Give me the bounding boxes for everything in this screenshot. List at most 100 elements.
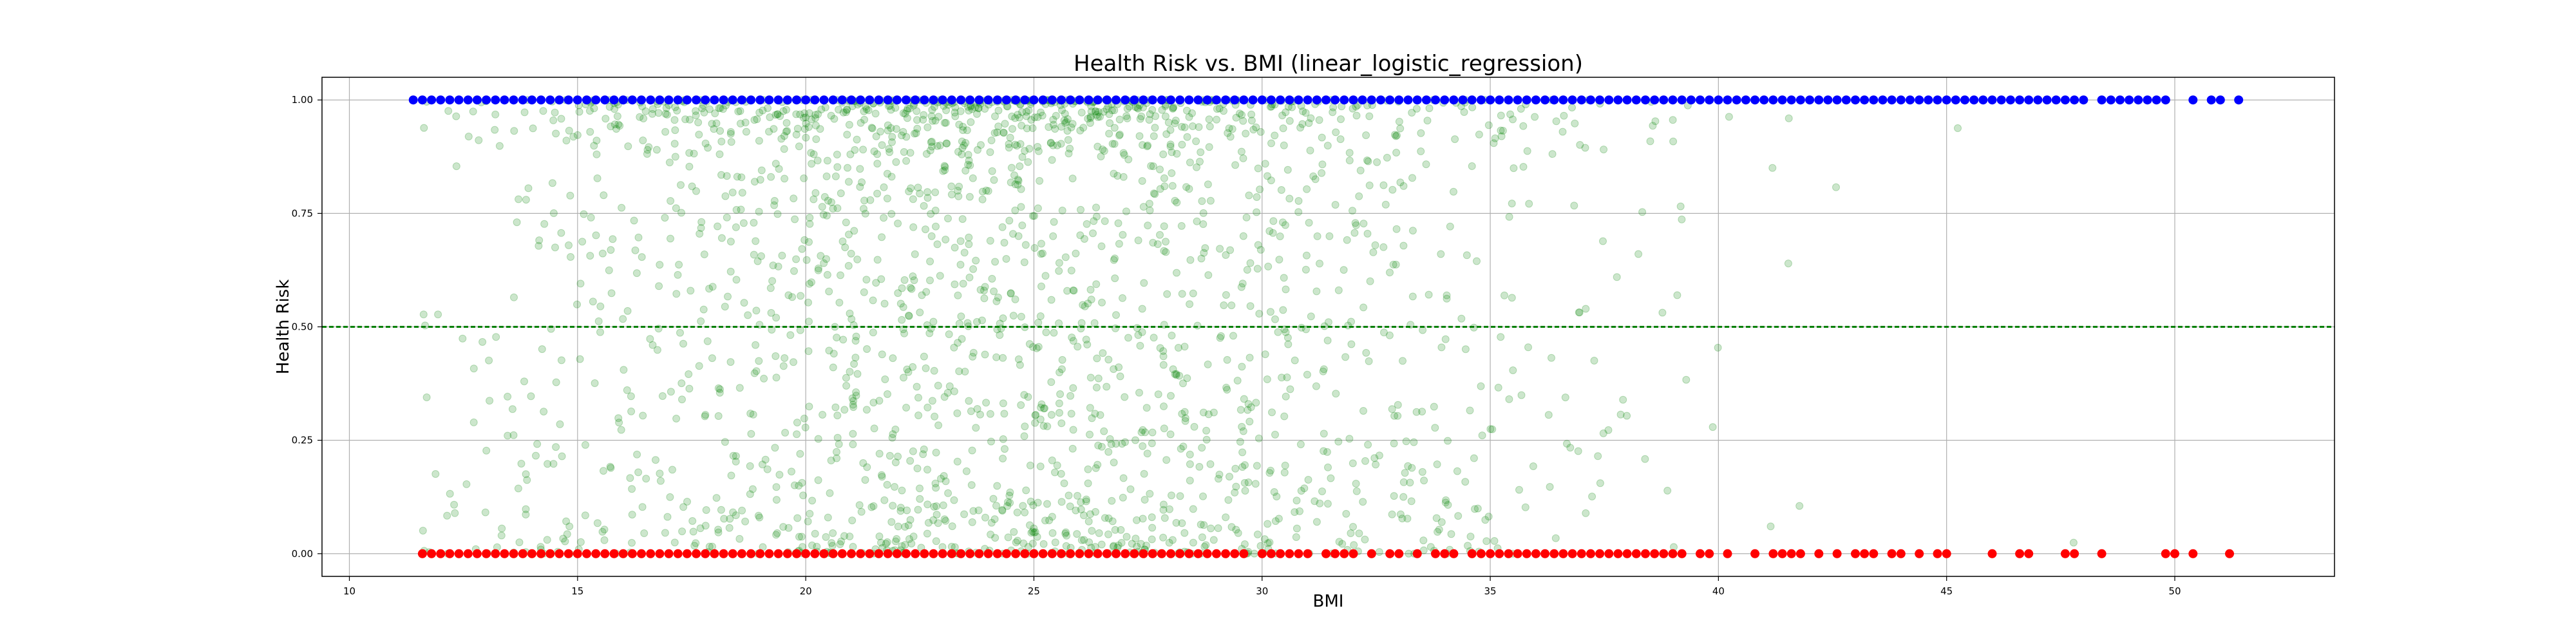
predicted-point xyxy=(1243,266,1251,274)
predicted-point xyxy=(819,411,827,419)
predicted-point xyxy=(778,251,786,260)
predicted-point xyxy=(1324,463,1332,471)
class-zero-point xyxy=(500,549,509,558)
predicted-point xyxy=(1217,332,1225,340)
class-zero-point xyxy=(1604,549,1614,558)
predicted-point xyxy=(974,104,983,112)
predicted-point xyxy=(860,107,868,115)
predicted-point xyxy=(1027,529,1036,537)
class-one-point xyxy=(1677,95,1687,105)
predicted-point xyxy=(1099,146,1107,153)
predicted-point xyxy=(1034,343,1043,351)
predicted-point xyxy=(1017,401,1025,409)
predicted-point xyxy=(1138,305,1146,313)
predicted-point xyxy=(966,161,974,169)
predicted-point xyxy=(1076,231,1084,240)
predicted-point xyxy=(1345,156,1354,165)
predicted-point xyxy=(1331,201,1340,209)
class-zero-point xyxy=(1522,549,1531,558)
predicted-point xyxy=(1160,514,1169,522)
predicted-point xyxy=(976,286,985,294)
predicted-point xyxy=(1051,125,1059,133)
predicted-point xyxy=(1162,456,1171,464)
predicted-point xyxy=(708,354,716,363)
predicted-point xyxy=(513,218,521,227)
predicted-point xyxy=(1079,511,1088,520)
predicted-point xyxy=(1009,312,1018,320)
predicted-point xyxy=(434,310,442,319)
predicted-point xyxy=(1151,124,1159,132)
predicted-point xyxy=(1105,129,1113,138)
predicted-point xyxy=(1063,531,1071,540)
predicted-point xyxy=(1060,117,1068,124)
predicted-point xyxy=(1140,469,1148,478)
predicted-point xyxy=(922,288,931,296)
class-zero-point xyxy=(1239,549,1249,558)
predicted-point xyxy=(1451,135,1459,144)
predicted-point xyxy=(1017,312,1025,321)
class-one-point xyxy=(1001,95,1011,105)
predicted-point xyxy=(1419,536,1428,545)
predicted-point xyxy=(1454,512,1463,520)
predicted-point xyxy=(1263,375,1271,383)
predicted-point xyxy=(931,412,939,421)
predicted-point xyxy=(746,490,754,498)
predicted-point xyxy=(969,265,978,273)
predicted-point xyxy=(779,523,788,531)
predicted-point xyxy=(694,118,703,127)
predicted-point xyxy=(1086,374,1095,382)
class-zero-point xyxy=(1814,549,1824,558)
predicted-point xyxy=(859,459,867,467)
class-zero-point xyxy=(974,549,984,558)
predicted-point xyxy=(839,336,848,344)
predicted-point xyxy=(960,249,969,257)
predicted-point xyxy=(967,407,975,415)
class-one-point xyxy=(792,95,801,105)
predicted-point xyxy=(749,410,757,419)
predicted-point xyxy=(813,542,821,551)
class-one-point xyxy=(1303,95,1312,105)
predicted-point xyxy=(1517,391,1526,399)
predicted-point xyxy=(1084,465,1092,473)
predicted-point xyxy=(1052,111,1060,120)
predicted-point xyxy=(1047,411,1056,419)
class-zero-point xyxy=(609,549,619,558)
predicted-point xyxy=(964,160,972,169)
predicted-point xyxy=(1544,411,1553,419)
predicted-point xyxy=(923,123,932,131)
predicted-point xyxy=(937,475,945,483)
predicted-point xyxy=(1490,139,1498,147)
predicted-point xyxy=(968,518,976,526)
predicted-point xyxy=(958,144,967,152)
predicted-point xyxy=(933,142,942,150)
predicted-point xyxy=(974,146,981,154)
predicted-point xyxy=(1017,203,1025,211)
x-axis-ticks: 10 15 20 25 30 35 40 45 50 xyxy=(343,576,2181,597)
predicted-point xyxy=(963,319,972,327)
predicted-point xyxy=(702,506,710,514)
predicted-point xyxy=(1097,442,1106,451)
predicted-point xyxy=(559,535,567,543)
predicted-point xyxy=(1281,221,1289,229)
predicted-point xyxy=(1186,158,1194,167)
predicted-point xyxy=(1119,493,1127,502)
predicted-point xyxy=(690,542,699,550)
predicted-point xyxy=(1048,529,1057,537)
predicted-point xyxy=(775,471,784,479)
predicted-point xyxy=(1134,104,1142,113)
predicted-point xyxy=(1350,229,1359,237)
predicted-point xyxy=(1111,274,1119,283)
predicted-point xyxy=(956,261,965,269)
predicted-point xyxy=(1016,162,1024,171)
predicted-point xyxy=(1097,153,1105,160)
predicted-point xyxy=(522,470,530,478)
predicted-point xyxy=(805,402,813,411)
predicted-point xyxy=(940,472,948,480)
predicted-point xyxy=(1055,319,1063,327)
predicted-point xyxy=(903,106,911,115)
predicted-point xyxy=(714,384,723,392)
predicted-point xyxy=(1244,406,1252,414)
predicted-point xyxy=(1468,162,1476,170)
predicted-point xyxy=(1186,477,1194,485)
predicted-point xyxy=(1010,171,1018,180)
